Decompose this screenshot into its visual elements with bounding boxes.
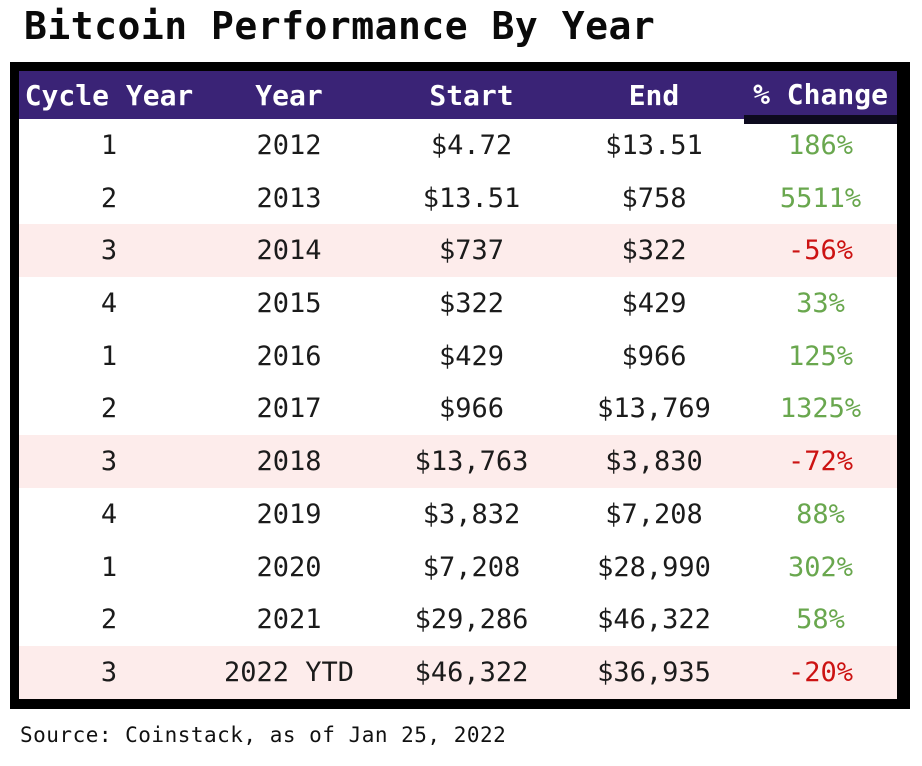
table-row: 1 2020 $7,208 $28,990 302% xyxy=(19,540,897,594)
cell-end: $46,322 xyxy=(597,604,711,636)
cell-end: $13,769 xyxy=(597,393,711,425)
cell-pct-change: 1325% xyxy=(779,393,862,425)
cell-start: $13,763 xyxy=(414,446,529,478)
table-row: 3 2022 YTD $46,322 $36,935 -20% xyxy=(19,646,897,699)
table-row: 3 2014 $737 $322 -56% xyxy=(19,224,897,278)
cell-end: $36,935 xyxy=(597,657,711,689)
cell-year: 2013 xyxy=(256,182,322,214)
table-row: 2 2021 $29,286 $46,322 58% xyxy=(19,593,897,647)
cell-pct-change: 302% xyxy=(787,551,854,583)
cell-cycle-year: 2 xyxy=(100,182,118,214)
cell-end: $28,990 xyxy=(597,551,711,583)
col-header-start: Start xyxy=(429,78,514,112)
cell-cycle-year: 4 xyxy=(100,498,118,530)
table-row: 4 2019 $3,832 $7,208 88% xyxy=(19,488,897,541)
cell-pct-change: 5511% xyxy=(779,182,862,214)
cell-cycle-year: 1 xyxy=(100,340,118,372)
cell-year: 2020 xyxy=(256,551,322,583)
col-header-pct-change: % Change xyxy=(744,71,897,124)
col-header-year: Year xyxy=(255,78,323,112)
cell-start: $322 xyxy=(438,288,505,320)
cell-pct-change: 33% xyxy=(796,288,845,320)
cell-year: 2012 xyxy=(256,129,322,161)
cell-end: $13.51 xyxy=(605,129,703,161)
table-row: 4 2015 $322 $429 33% xyxy=(19,277,897,330)
table-row: 2 2013 $13.51 $758 5511% xyxy=(19,171,897,225)
cell-end: $7,208 xyxy=(605,498,703,530)
cell-cycle-year: 4 xyxy=(100,288,118,320)
cell-start: $3,832 xyxy=(422,498,521,530)
col-header-end: End xyxy=(628,78,680,112)
cell-cycle-year: 3 xyxy=(100,657,118,689)
cell-start: $966 xyxy=(438,393,505,425)
cell-cycle-year: 2 xyxy=(100,393,118,425)
performance-table: Cycle Year Year Start End % Change 1 2012… xyxy=(10,62,910,709)
cell-year: 2021 xyxy=(256,604,322,636)
cell-start: $29,286 xyxy=(414,604,529,636)
cell-pct-change: -56% xyxy=(787,235,854,267)
cell-end: $429 xyxy=(621,288,687,320)
table-row: 3 2018 $13,763 $3,830 -72% xyxy=(19,435,897,489)
cell-start: $7,208 xyxy=(422,551,521,583)
cell-end: $3,830 xyxy=(605,446,703,478)
cell-pct-change: 88% xyxy=(796,498,845,530)
page-title: Bitcoin Performance By Year xyxy=(24,4,656,48)
cell-year: 2016 xyxy=(256,340,322,372)
cell-pct-change: -20% xyxy=(787,657,854,689)
table-row: 1 2012 $4.72 $13.51 186% xyxy=(19,119,897,172)
cell-start: $46,322 xyxy=(414,657,529,689)
cell-year: 2019 xyxy=(256,498,322,530)
cell-cycle-year: 2 xyxy=(100,604,118,636)
cell-cycle-year: 3 xyxy=(100,235,118,267)
cell-year: 2014 xyxy=(256,235,322,267)
table-body: 1 2012 $4.72 $13.51 186% 2 2013 $13.51 $758 5511%… xyxy=(19,119,897,699)
cell-year: 2017 xyxy=(256,393,322,425)
cell-year: 2018 xyxy=(256,446,322,478)
table-header-row: Cycle Year Year Start End % Change xyxy=(19,71,897,124)
cell-year: 2022 YTD xyxy=(223,657,355,689)
cell-pct-change: 125% xyxy=(787,340,854,372)
cell-cycle-year: 1 xyxy=(100,551,118,583)
col-header-cycle-year: Cycle Year xyxy=(24,78,194,112)
cell-start: $737 xyxy=(438,235,505,267)
cell-pct-change: -72% xyxy=(787,446,854,478)
cell-year: 2015 xyxy=(256,288,322,320)
cell-end: $758 xyxy=(621,182,687,214)
cell-end: $966 xyxy=(621,340,687,372)
table-row: 1 2016 $429 $966 125% xyxy=(19,329,897,383)
cell-start: $4.72 xyxy=(430,129,513,161)
cell-start: $429 xyxy=(438,340,505,372)
table-row: 2 2017 $966 $13,769 1325% xyxy=(19,382,897,436)
cell-pct-change: 58% xyxy=(796,604,845,636)
source-note: Source: Coinstack, as of Jan 25, 2022 xyxy=(20,723,507,747)
cell-pct-change: 186% xyxy=(787,129,854,161)
cell-cycle-year: 1 xyxy=(100,129,118,161)
cell-cycle-year: 3 xyxy=(100,446,118,478)
col-header-pct-change-label: % Change xyxy=(753,78,888,111)
pct-change-underline xyxy=(744,115,897,124)
cell-end: $322 xyxy=(621,235,687,267)
cell-start: $13.51 xyxy=(422,182,521,214)
